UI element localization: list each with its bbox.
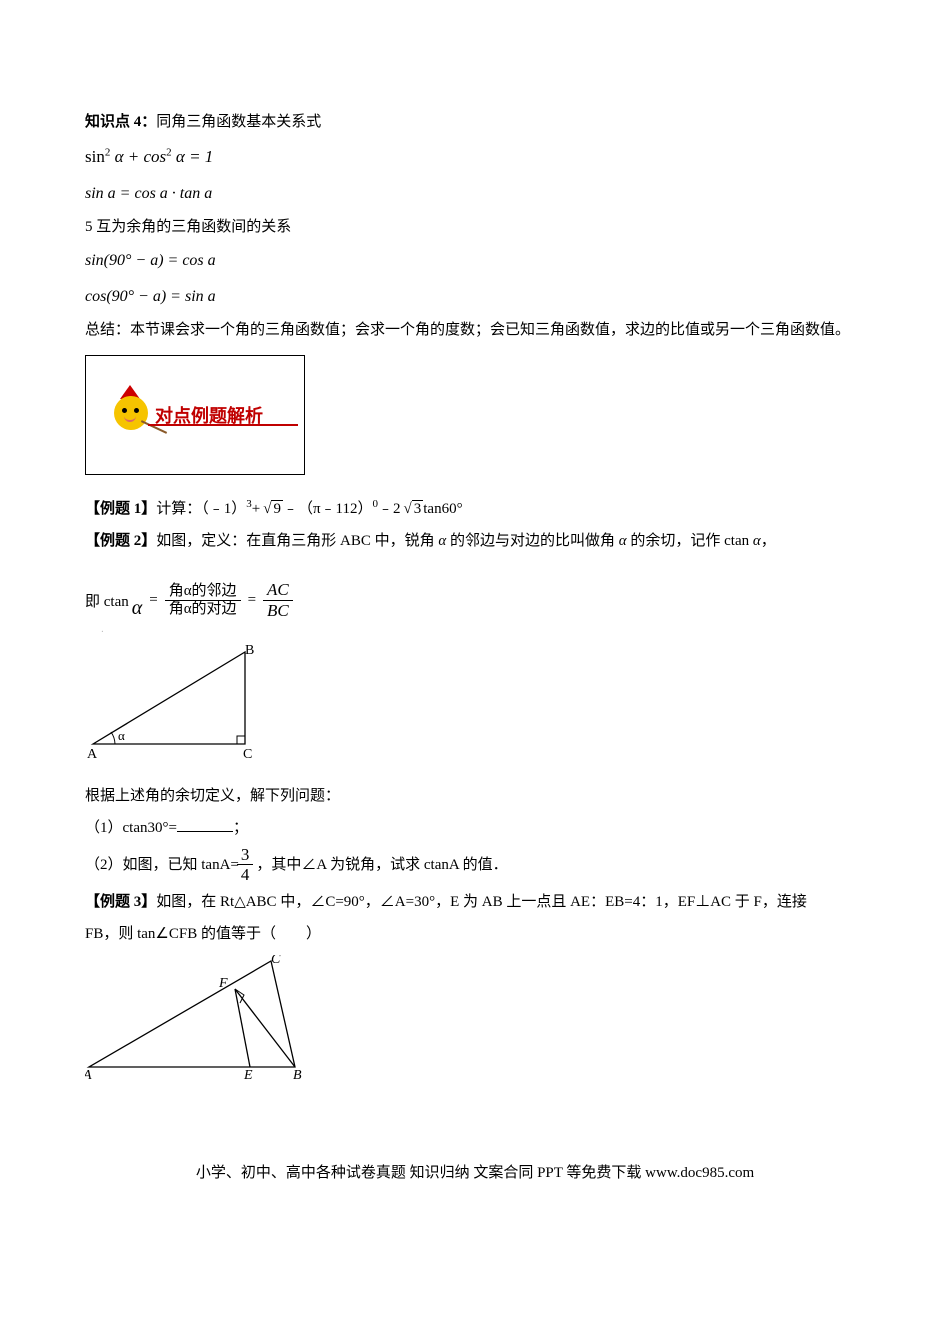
ex2-t2: 的邻边与对边的比叫做角 — [450, 533, 615, 549]
kp4-title: 同角三角函数基本关系式 — [156, 114, 321, 130]
page: 知识点 4：同角三角函数基本关系式 sin2 α + cos2 α = 1 si… — [0, 0, 950, 1242]
q2-post: ，其中∠A 为锐角，试求 ctanA 的值． — [256, 850, 507, 880]
ex1-label: 【例题 1】 — [85, 501, 156, 517]
ctan-eq2: = — [248, 592, 256, 609]
ctan-num2: AC — [263, 580, 293, 600]
formula-5: cos(90° − a) = sin a — [85, 280, 865, 314]
ex2-t3: 的余切，记作 ctan — [630, 533, 749, 549]
ex2-t4: ， — [761, 533, 776, 549]
ctan-sub: α — [132, 597, 143, 620]
ctan-frac2: AC BC — [263, 580, 293, 620]
ctan-eq1: = — [149, 592, 157, 609]
tri1-C: C — [243, 747, 252, 762]
mascot-icon — [104, 388, 159, 443]
f1-c: α = 1 — [172, 147, 214, 166]
triangle-1: A B C α — [85, 644, 265, 762]
ex2-t1: 如图，定义：在直角三角形 ABC 中，锐角 — [156, 533, 434, 549]
q2-den: 4 — [237, 864, 254, 885]
tri1-B: B — [245, 644, 254, 658]
example-1: 【例题 1】计算：（﹣1）3+9﹣（π﹣112）0﹣23tan60° — [85, 493, 865, 524]
ex1-mid1: + — [252, 501, 260, 517]
tri2-B: B — [293, 1068, 302, 1080]
ex1-pre: 计算：（﹣1） — [156, 501, 246, 517]
ex2-label: 【例题 2】 — [85, 533, 156, 549]
ctan-definition: 即 ctan α = 角α的邻边 角α的对边 = AC BC — [85, 580, 865, 620]
q1-blank — [177, 818, 233, 832]
q2-num: 3 — [237, 845, 254, 865]
tri2-F: F — [218, 976, 228, 991]
example-2: 【例题 2】如图，定义：在直角三角形 ABC 中，锐角 α 的邻边与对边的比叫做… — [85, 526, 865, 556]
formula-2: sin a = cos a · tan a — [85, 177, 865, 211]
tri2-A: A — [85, 1068, 92, 1080]
summary: 总结：本节课会求一个角的三角函数值；会求一个角的度数；会已知三角函数值，求边的比… — [85, 315, 865, 345]
page-footer: 小学、初中、高中各种试卷真题 知识归纳 文案合同 PPT 等免费下载 www.d… — [85, 1161, 865, 1182]
f1-b: α + cos — [110, 147, 166, 166]
formula-3-label: 5 互为余角的三角函数间的关系 — [85, 212, 865, 242]
tri2-E: E — [243, 1068, 253, 1080]
kp4-line: 知识点 4：同角三角函数基本关系式 — [85, 107, 865, 137]
ex1-rad1: 9 — [271, 500, 283, 517]
example-box: 对点例题解析 — [85, 355, 305, 475]
ex3-t1: 如图，在 Rt△ABC 中，∠C=90°，∠A=30°，E 为 AB 上一点且 … — [156, 894, 807, 910]
ex2-a2: α — [619, 533, 627, 549]
post-tri1: 根据上述角的余切定义，解下列问题： — [85, 781, 865, 811]
ex1-mid2: ﹣（π﹣112） — [283, 501, 373, 517]
formula-4: sin(90° − a) = cos a — [85, 244, 865, 278]
q2-frac: 3 4 — [237, 845, 254, 885]
ctan-frac1: 角α的邻边 角α的对边 — [165, 583, 241, 619]
ex2-a3: α — [753, 533, 761, 549]
ctan-den1: 角α的对边 — [165, 600, 241, 618]
ex3-label: 【例题 3】 — [85, 894, 156, 910]
ex1-sqrt2: 3 — [401, 494, 424, 524]
tri1-alpha: α — [118, 728, 125, 743]
q1-post: ； — [233, 820, 248, 836]
kp4-label: 知识点 4： — [85, 114, 156, 130]
ctan-den2: BC — [263, 600, 293, 621]
f1-a: sin — [85, 147, 105, 166]
tri1-A: A — [87, 747, 98, 762]
ex1-sqrt1: 9 — [260, 494, 283, 524]
q1-pre: （1）ctan30°= — [85, 820, 177, 836]
tri2-C: C — [271, 955, 281, 967]
ctan-pre: 即 ctan — [85, 590, 129, 611]
example-3-l1: 【例题 3】如图，在 Rt△ABC 中，∠C=90°，∠A=30°，E 为 AB… — [85, 887, 865, 917]
ex1-tail: tan60° — [423, 501, 462, 517]
smudge-text: · — [101, 627, 865, 638]
ex1-mid3: ﹣2 — [378, 501, 401, 517]
box-underline — [148, 424, 298, 426]
triangle-2: A E B C F — [85, 955, 310, 1080]
q2-pre: （2）如图，已知 tanA= — [85, 850, 239, 880]
ex2-a1: α — [438, 533, 446, 549]
ctan-num1: 角α的邻边 — [165, 583, 241, 600]
ex1-rad2: 3 — [412, 500, 424, 517]
example-3-l2: FB，则 tan∠CFB 的值等于（ ） — [85, 919, 865, 949]
question-1: （1）ctan30°= ； — [85, 813, 865, 843]
question-2: （2）如图，已知 tanA= 3 4 ，其中∠A 为锐角，试求 ctanA 的值… — [85, 845, 865, 885]
formula-1: sin2 α + cos2 α = 1 — [85, 139, 865, 175]
